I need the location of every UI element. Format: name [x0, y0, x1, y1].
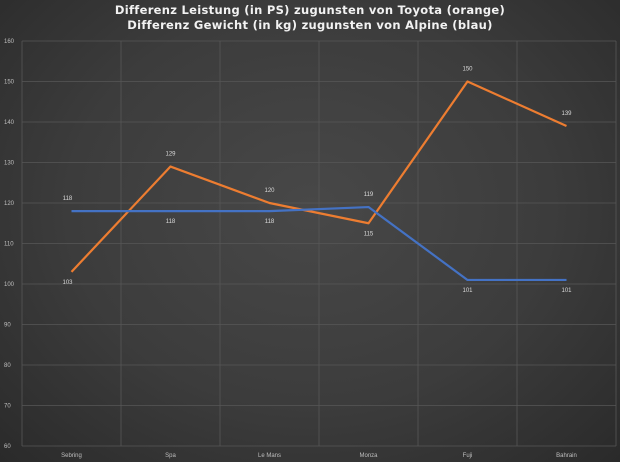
x-tick-label: Sebring: [61, 453, 82, 459]
data-label: 118: [265, 219, 275, 225]
data-label: 150: [462, 67, 473, 73]
series-line-0: [70, 80, 567, 273]
data-label: 118: [63, 196, 73, 202]
y-tick-label: 100: [4, 282, 15, 288]
x-tick-label: Fuji: [463, 453, 473, 459]
x-tick-label: Bahrain: [556, 453, 577, 459]
series-lines: [70, 80, 567, 282]
y-tick-label: 110: [4, 242, 14, 248]
y-tick-label: 160: [4, 39, 15, 45]
data-label: 115: [364, 231, 374, 237]
data-label: 119: [364, 192, 374, 198]
y-axis-ticks: 60 70 80 90 100 110 120 130 140 150 160: [4, 39, 15, 450]
data-label: 129: [165, 152, 176, 158]
data-label: 139: [561, 111, 572, 117]
y-tick-label: 90: [4, 323, 11, 329]
data-label: 120: [264, 188, 275, 194]
data-label: 103: [62, 280, 73, 286]
x-axis-ticks: Sebring Spa Le Mans Monza Fuji Bahrain: [61, 453, 577, 459]
y-tick-label: 130: [4, 161, 15, 167]
y-tick-label: 140: [4, 120, 15, 126]
y-tick-label: 70: [4, 404, 11, 410]
y-tick-label: 150: [4, 80, 15, 86]
data-label: 101: [462, 288, 473, 294]
data-labels: 103 129 120 115 150 139 118 118 118 119 101 101: [62, 67, 572, 294]
x-tick-label: Le Mans: [258, 453, 281, 459]
y-tick-label: 60: [4, 444, 11, 450]
data-label: 118: [166, 219, 176, 225]
y-tick-label: 80: [4, 363, 11, 369]
x-tick-label: Monza: [359, 453, 378, 459]
x-tick-label: Spa: [165, 453, 176, 459]
grid-lines: [21, 40, 617, 447]
chart-title: Differenz Leistung (in PS) zugunsten von…: [114, 3, 506, 17]
series-line-1: [71, 205, 567, 282]
chart-subtitle: Differenz Gewicht (in kg) zugunsten von …: [127, 18, 493, 32]
y-tick-label: 120: [4, 201, 15, 207]
data-label: 101: [561, 288, 572, 294]
